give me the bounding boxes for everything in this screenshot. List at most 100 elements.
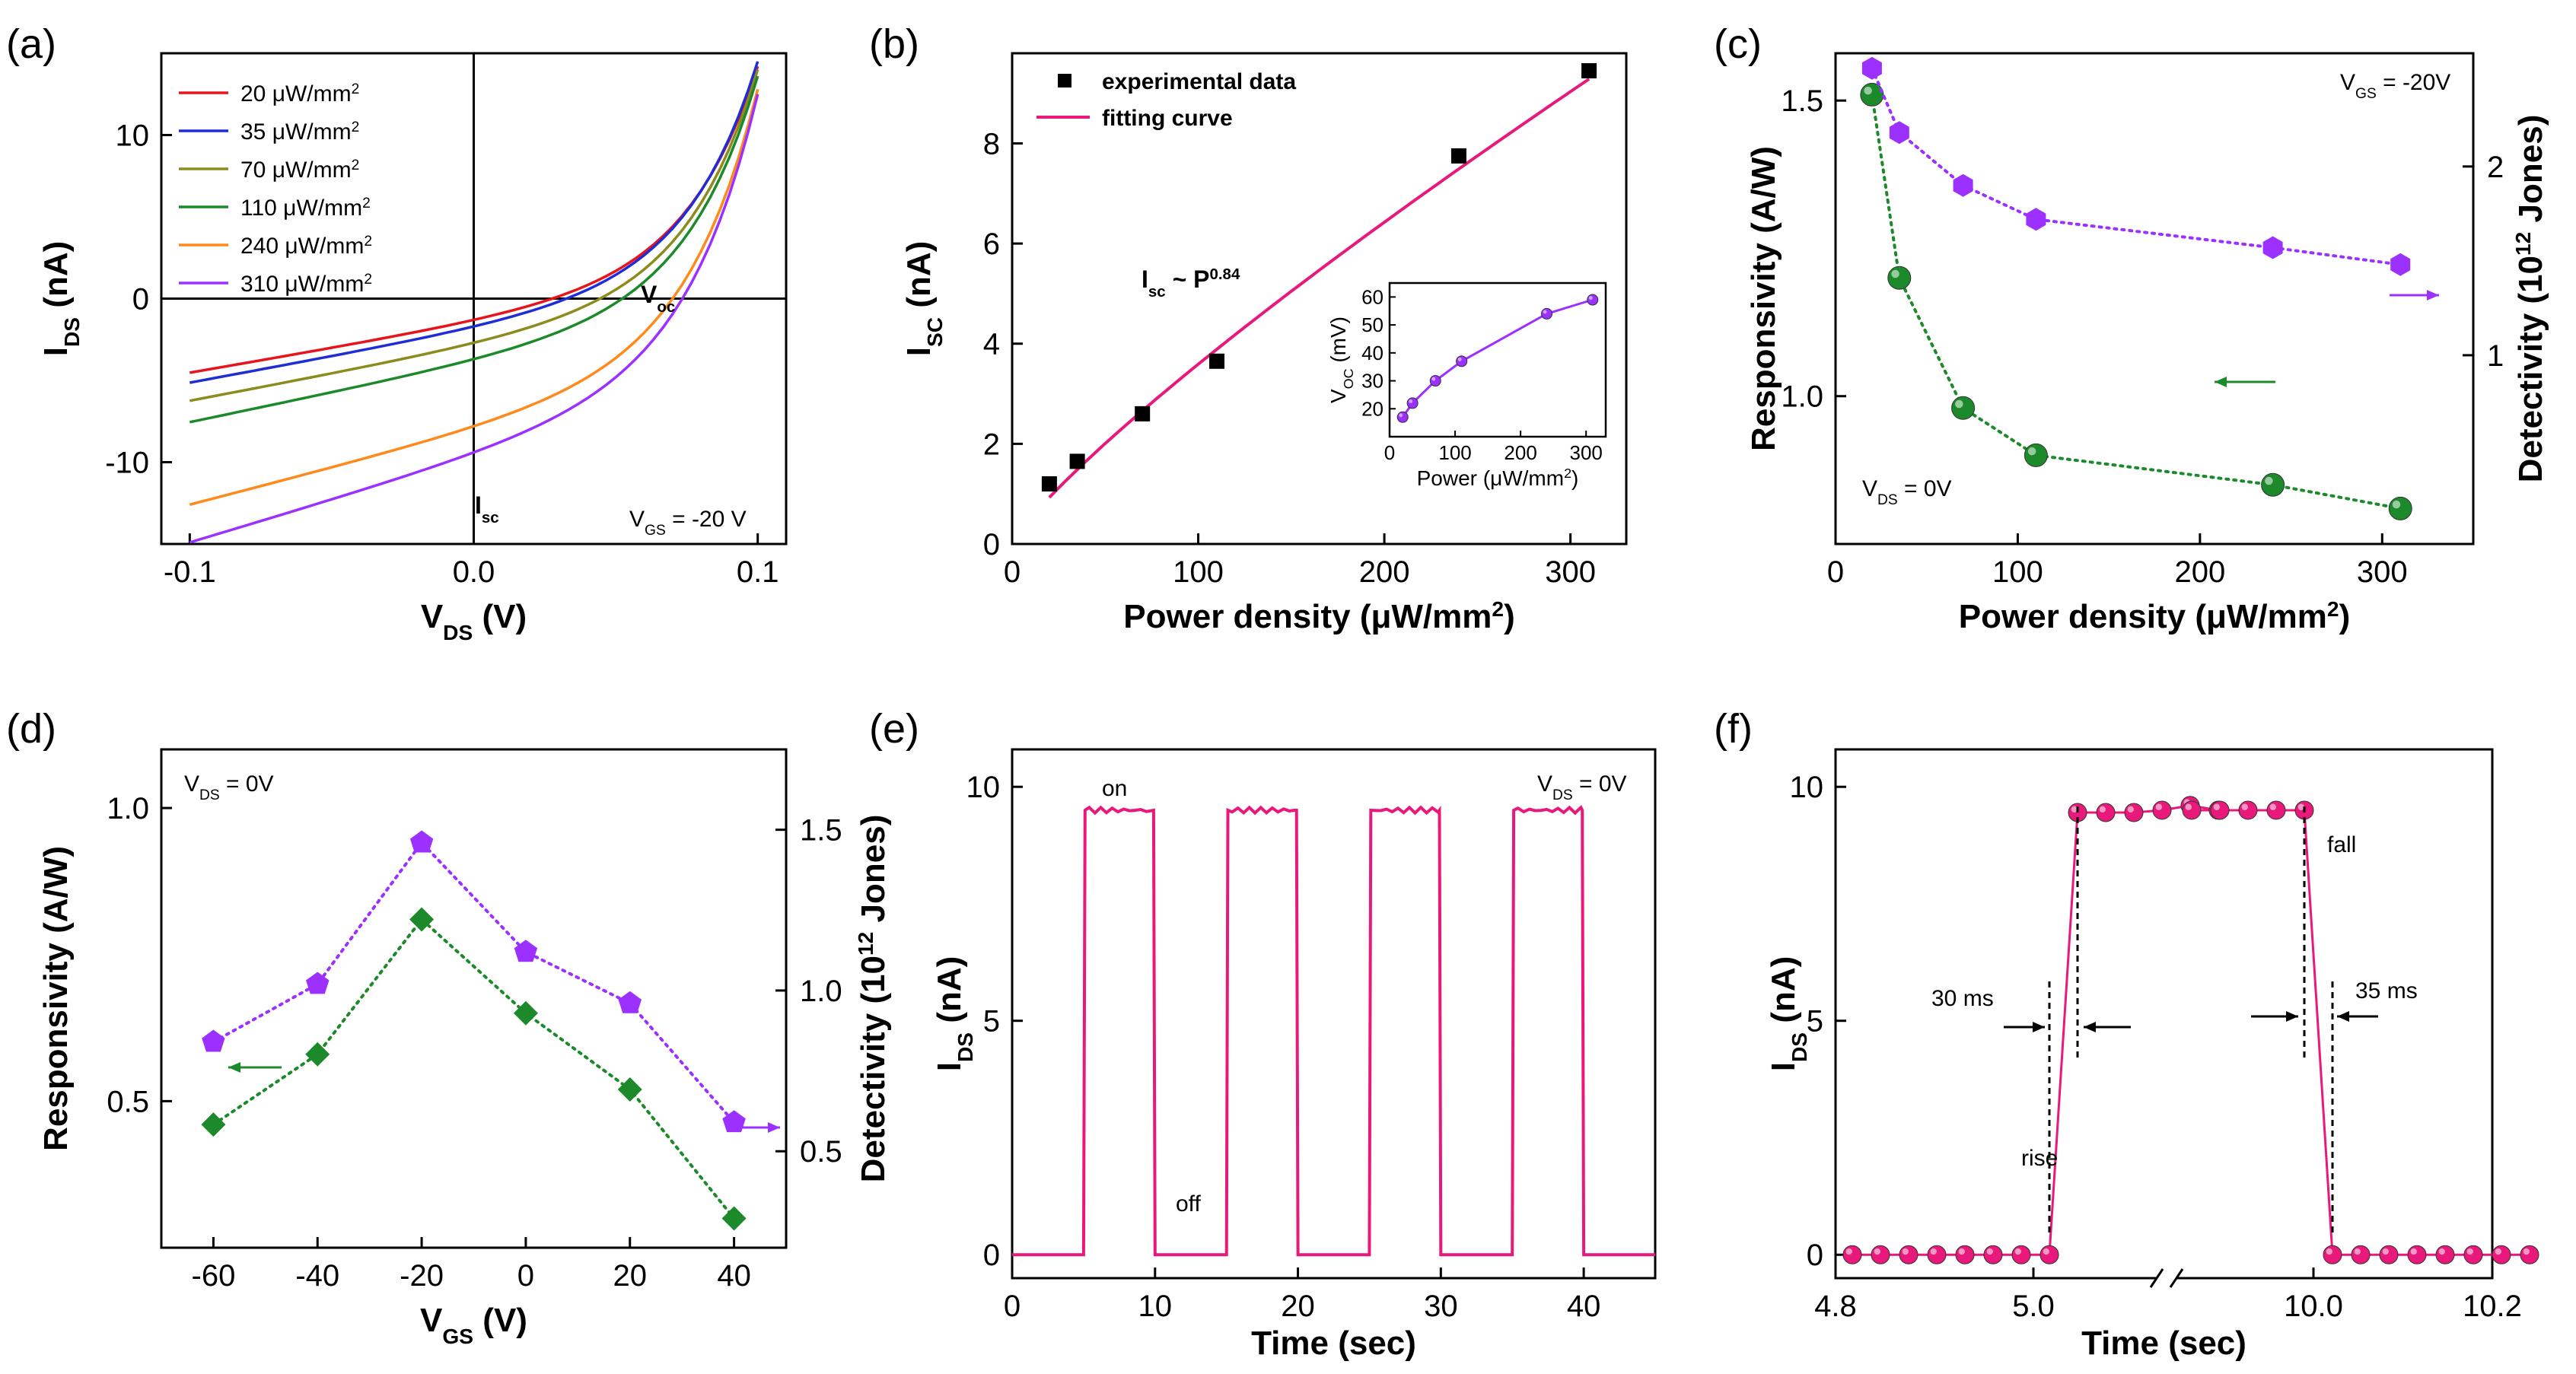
panel-label-a: (a) — [6, 21, 56, 67]
chart-d-yr-tick-label: 1.0 — [800, 975, 842, 1008]
chart-c-point-Detectivity — [2390, 253, 2411, 276]
chart-f-x-label: Time (sec) — [2081, 1325, 2246, 1362]
chart-f-point-highlight — [2155, 803, 2162, 810]
chart-b-inset-point-highlight — [1543, 310, 1547, 314]
chart-a-x-tick-label: 0.0 — [453, 555, 495, 589]
chart-f-point — [2351, 1245, 2371, 1264]
chart-f-y-label: IDS (nA) — [1765, 956, 1811, 1072]
chart-a-series-70 — [189, 68, 759, 402]
chart-f-point — [2039, 1245, 2059, 1264]
chart-a-legend-label-310: 310 μW/mm2 — [240, 272, 372, 297]
chart-b-inset-frame — [1388, 281, 1607, 438]
chart-d-yr-tick-label: 0.5 — [800, 1135, 842, 1169]
chart-c-x-tick-label: 200 — [2174, 555, 2225, 589]
chart-a-annot-vgs: VGS = -20 V — [629, 507, 747, 539]
chart-f-fall-arrow-left-head — [2286, 1011, 2298, 1022]
chart-b-data-point — [1069, 453, 1085, 469]
chart-c-yl-tick-label: 1.5 — [1781, 84, 1823, 118]
chart-c-x-tick-label: 0 — [1827, 555, 1844, 589]
chart-c-point-Detectivity — [2026, 208, 2046, 231]
chart-b-inset-x-tick-label: 0 — [1384, 441, 1395, 464]
chart-f-point-highlight — [1930, 1248, 1937, 1255]
chart-b-frame — [1011, 52, 1628, 545]
chart-b-inset-y-tick-label: 40 — [1361, 342, 1384, 364]
chart-f-point-highlight — [1986, 1248, 1993, 1255]
chart-b-x-label: Power density (μW/mm2) — [1123, 597, 1514, 636]
chart-e-current-trace — [1012, 804, 1655, 1257]
chart-b-inset-y-tick-label: 30 — [1361, 370, 1384, 393]
chart-c-point-Responsivity — [2388, 496, 2412, 520]
chart-f-rise-arrow-left-head — [2033, 1022, 2045, 1032]
chart-c-x-label: Power density (μW/mm2) — [1959, 597, 2350, 636]
chart-f-point-highlight — [2014, 1248, 2021, 1255]
chart-b-data-point — [1450, 148, 1466, 164]
chart-e-plot: 0 10 20 30 40 0 5 10 Time (sec) IDS (nA) on off VDS … — [931, 748, 1657, 1362]
chart-f-point-highlight — [2297, 803, 2304, 810]
chart-b-inset-point-highlight — [1409, 399, 1413, 403]
panel-label-f: (f) — [1714, 706, 1753, 752]
chart-b-data-point — [1209, 353, 1224, 369]
chart-f-point — [2407, 1245, 2427, 1264]
chart-a-legend-label-20: 20 μW/mm2 — [240, 81, 359, 107]
chart-b-inset-point-highlight — [1457, 357, 1462, 361]
chart-d-y-label-right: Detectivity (1012 Jones) — [854, 815, 893, 1183]
chart-e-y-label: IDS (nA) — [931, 956, 977, 1072]
chart-b-inset-point — [1587, 294, 1599, 306]
chart-f-point-highlight — [2410, 1248, 2417, 1255]
chart-f-point — [1927, 1245, 1947, 1264]
chart-c-annot-vds: VDS = 0V — [1862, 476, 1952, 508]
chart-d-x-tick-label: 40 — [717, 1259, 751, 1293]
chart-f-point-highlight — [2127, 806, 2134, 813]
chart-c-point-Responsivity — [2024, 443, 2048, 467]
chart-f-point-highlight — [2466, 1248, 2473, 1255]
chart-f-fall-arrow-right-head — [2337, 1011, 2349, 1022]
chart-c-point-Responsivity — [1951, 396, 1976, 420]
chart-d-plot: -60 -40 -20 0 20 40 0.5 1.0 0.5 1.0 1.5 VGS (V) Resp… — [37, 748, 893, 1348]
chart-e-x-tick-label: 0 — [1004, 1290, 1021, 1323]
chart-a-x-tick-label: -0.1 — [164, 555, 216, 589]
chart-f-point — [2182, 800, 2202, 820]
chart-a-legend-label-70: 70 μW/mm2 — [240, 157, 359, 183]
chart-b-x-tick-label: 200 — [1359, 555, 1410, 589]
chart-d-left-axis-arrow-head — [228, 1062, 240, 1073]
chart-f-point — [2323, 1245, 2342, 1264]
chart-a-series-110 — [189, 75, 759, 424]
chart-d-point-Detectivity — [202, 1029, 225, 1052]
chart-f-point — [2124, 803, 2144, 822]
chart-e-annot-on: on — [1102, 776, 1127, 801]
chart-f-point — [1871, 1245, 1890, 1264]
panel-e: (e) 0 10 20 30 40 0 5 10 Time (sec) IDS (nA) on off… — [869, 706, 1657, 1362]
chart-d-point-Responsivity — [305, 1042, 330, 1067]
chart-a-annot-isc: Isc — [475, 491, 499, 526]
chart-f-point — [1955, 1245, 1975, 1264]
chart-e-x-tick-label: 10 — [1138, 1290, 1173, 1323]
chart-d-point-Responsivity — [409, 907, 435, 932]
chart-c-point-Detectivity — [1861, 56, 1882, 80]
chart-c-point-Responsivity-highlight — [2265, 476, 2273, 485]
chart-c-right-axis-arrow-head — [2427, 290, 2439, 301]
chart-f-frame — [1834, 748, 2494, 1280]
chart-b-data-point — [1581, 63, 1597, 79]
chart-e-y-tick-label: 10 — [966, 771, 1001, 804]
chart-f-point — [2096, 803, 2116, 822]
chart-b-inset-point-highlight — [1588, 296, 1593, 301]
chart-f-point — [2492, 1245, 2511, 1264]
chart-d-annot-vds: VDS = 0V — [184, 771, 274, 803]
chart-d-x-tick-label: 20 — [613, 1259, 648, 1293]
chart-f-axis-break-mark — [2169, 1268, 2184, 1288]
chart-a-y-tick-label: -10 — [105, 447, 149, 480]
chart-c-yl-tick-label: 1.0 — [1781, 380, 1823, 414]
chart-f-x-tick-label: 4.8 — [1814, 1290, 1857, 1323]
chart-a-x-label: VDS (V) — [421, 598, 527, 644]
chart-f-point-highlight — [1958, 1248, 1965, 1255]
chart-c-point-Responsivity-highlight — [2027, 447, 2036, 456]
chart-b-inset-point — [1429, 375, 1441, 387]
chart-f-axis-break-gap — [2157, 1261, 2176, 1295]
chart-f-point-highlight — [2185, 803, 2192, 810]
chart-c-left-axis-arrow-head — [2215, 377, 2227, 387]
chart-f-trace-fall — [2192, 809, 2530, 1256]
panel-label-c: (c) — [1714, 21, 1762, 67]
chart-e-annot-off: off — [1176, 1191, 1201, 1217]
